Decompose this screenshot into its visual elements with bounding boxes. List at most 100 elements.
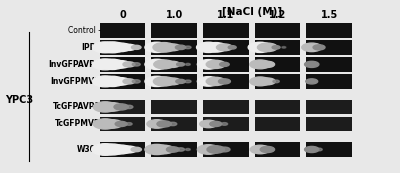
Text: 1.2: 1.2 — [269, 10, 286, 20]
Bar — [203, 74, 249, 89]
Circle shape — [112, 78, 130, 85]
Circle shape — [282, 47, 286, 48]
Circle shape — [131, 147, 142, 152]
Circle shape — [122, 44, 136, 50]
Circle shape — [153, 43, 175, 52]
Bar — [255, 23, 300, 38]
Circle shape — [316, 148, 322, 151]
Bar — [203, 40, 249, 55]
Circle shape — [154, 145, 174, 154]
Circle shape — [165, 78, 181, 85]
Circle shape — [273, 80, 279, 83]
Circle shape — [145, 42, 169, 52]
Bar — [203, 142, 249, 157]
Circle shape — [100, 59, 124, 70]
Bar — [255, 57, 300, 72]
Circle shape — [169, 122, 177, 126]
Circle shape — [111, 145, 132, 154]
Circle shape — [147, 120, 167, 128]
Bar — [100, 57, 145, 72]
Circle shape — [220, 62, 229, 66]
Bar — [151, 40, 197, 55]
Circle shape — [121, 146, 137, 153]
Circle shape — [102, 120, 122, 128]
Circle shape — [221, 123, 228, 125]
Circle shape — [176, 79, 185, 83]
Circle shape — [102, 103, 122, 111]
Circle shape — [196, 42, 220, 52]
Bar — [255, 117, 300, 131]
Circle shape — [250, 145, 270, 154]
Bar — [151, 142, 197, 157]
Bar — [100, 142, 145, 157]
Bar — [151, 74, 197, 89]
Circle shape — [132, 80, 140, 83]
Bar — [100, 40, 145, 55]
Circle shape — [123, 79, 135, 84]
Bar — [306, 74, 352, 89]
Circle shape — [206, 77, 225, 85]
Circle shape — [206, 60, 225, 69]
Circle shape — [165, 44, 181, 51]
Circle shape — [123, 62, 135, 67]
Text: 1.5: 1.5 — [320, 10, 338, 20]
Circle shape — [260, 61, 274, 67]
Circle shape — [248, 42, 272, 52]
Circle shape — [166, 147, 179, 152]
Bar — [100, 23, 145, 38]
Circle shape — [154, 77, 175, 86]
Circle shape — [197, 145, 220, 154]
Bar — [306, 40, 352, 55]
Bar — [255, 142, 300, 157]
Circle shape — [304, 146, 319, 153]
Circle shape — [145, 59, 169, 70]
Text: [NaCl (M)]: [NaCl (M)] — [222, 7, 282, 17]
Bar — [151, 100, 197, 114]
Text: InvGFPAVP1: InvGFPAVP1 — [48, 60, 101, 69]
Circle shape — [166, 61, 180, 67]
Bar — [151, 23, 197, 38]
Circle shape — [218, 79, 230, 84]
Bar — [100, 100, 145, 114]
Bar — [306, 142, 352, 157]
Circle shape — [200, 120, 217, 128]
Circle shape — [250, 60, 270, 69]
Bar — [203, 23, 249, 38]
Bar — [100, 74, 145, 89]
Bar — [255, 74, 300, 89]
Bar — [100, 117, 145, 131]
Text: TcGFPAVP1: TcGFPAVP1 — [53, 102, 101, 111]
Bar — [203, 100, 249, 114]
Bar — [306, 23, 352, 38]
Circle shape — [100, 144, 125, 155]
Circle shape — [177, 148, 184, 151]
Circle shape — [145, 76, 169, 86]
Circle shape — [260, 146, 274, 153]
Circle shape — [313, 45, 325, 50]
Circle shape — [185, 80, 191, 83]
Text: TcGFPMVP: TcGFPMVP — [55, 119, 101, 128]
Bar — [100, 23, 145, 38]
Circle shape — [176, 45, 186, 49]
Circle shape — [126, 123, 132, 125]
Circle shape — [185, 46, 191, 49]
Circle shape — [207, 146, 224, 153]
Circle shape — [154, 60, 174, 69]
Bar — [151, 117, 197, 131]
Circle shape — [210, 121, 222, 126]
Circle shape — [306, 79, 318, 84]
Circle shape — [258, 43, 277, 52]
Bar — [306, 100, 352, 114]
Circle shape — [177, 63, 184, 66]
Text: YPC3: YPC3 — [5, 95, 34, 105]
Circle shape — [250, 77, 270, 86]
Circle shape — [145, 144, 169, 155]
Circle shape — [304, 61, 319, 67]
Text: InvGFPMVP: InvGFPMVP — [51, 77, 101, 86]
Circle shape — [125, 105, 133, 109]
Circle shape — [186, 63, 190, 65]
Circle shape — [228, 46, 236, 49]
Bar — [203, 117, 249, 131]
Circle shape — [197, 60, 220, 69]
Circle shape — [157, 121, 171, 127]
